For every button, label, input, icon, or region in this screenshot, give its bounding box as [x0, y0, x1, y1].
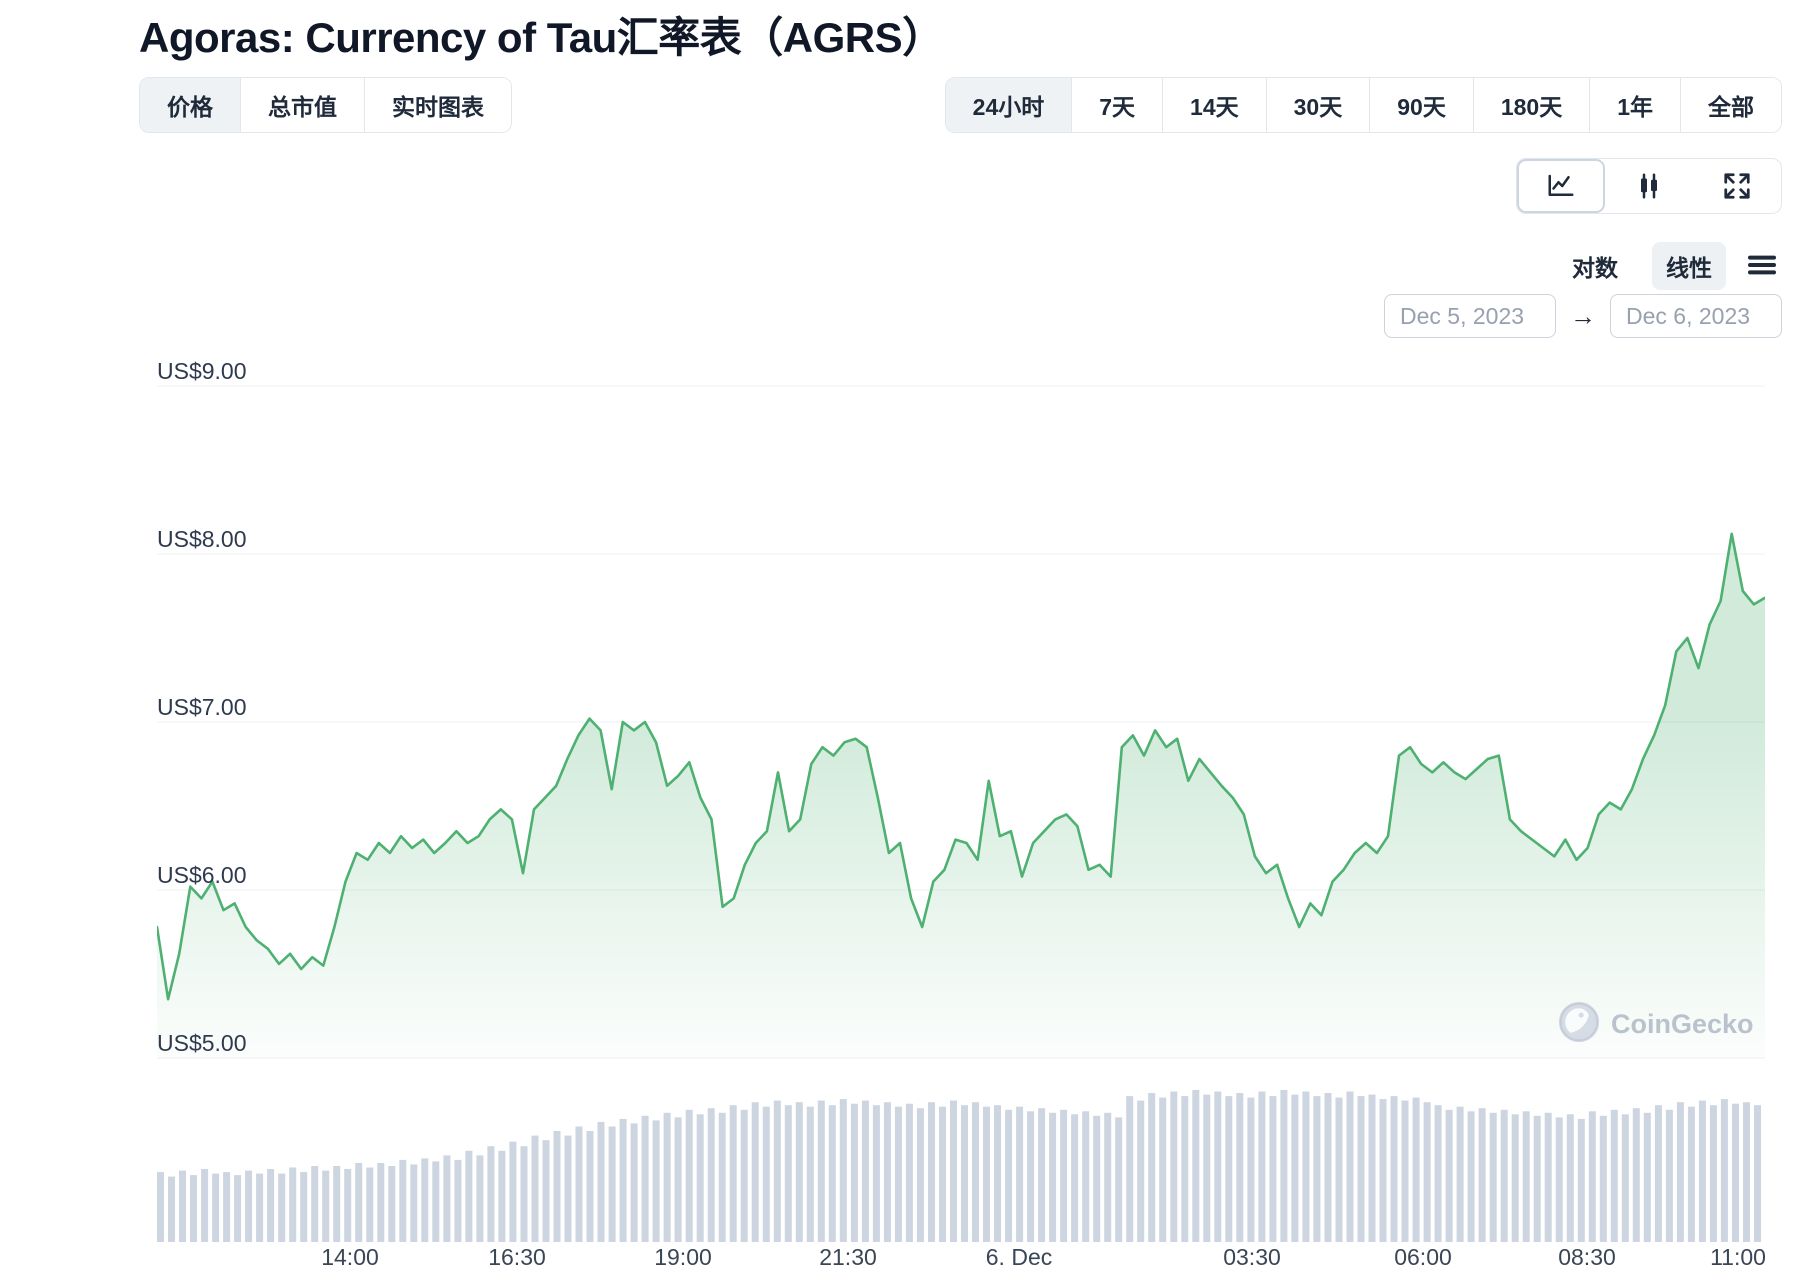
candlestick-button[interactable] [1605, 159, 1693, 213]
x-axis-label: 6. Dec [985, 1244, 1053, 1268]
tab-price[interactable]: 价格 [140, 78, 241, 132]
x-axis-label: 21:30 [819, 1244, 877, 1268]
y-axis-label: US$7.00 [157, 694, 247, 720]
date-range-picker: → [1384, 294, 1782, 338]
tab-range-180d[interactable]: 180天 [1473, 78, 1591, 132]
tab-range-1y[interactable]: 1年 [1590, 78, 1681, 132]
scale-toolbar: 对数 线性 [1558, 242, 1778, 290]
fullscreen-button[interactable] [1693, 159, 1781, 213]
fullscreen-icon [1722, 171, 1752, 201]
arrow-right-icon: → [1570, 300, 1596, 331]
y-axis-label: US$8.00 [157, 526, 247, 552]
controls-row: 价格 总市值 实时图表 24小时 7天 14天 30天 90天 180天 1年 … [139, 77, 1782, 133]
price-chart-canvas[interactable] [157, 370, 1765, 1250]
page-title: Agoras: Currency of Tau汇率表（AGRS） [139, 14, 944, 61]
coingecko-watermark: CoinGecko [1557, 1000, 1754, 1049]
y-axis-label: US$9.00 [157, 358, 247, 384]
candlestick-icon [1634, 171, 1664, 201]
tab-range-14d[interactable]: 14天 [1163, 78, 1267, 132]
chart-type-toolbar [1516, 158, 1782, 214]
chart-menu-button[interactable] [1746, 249, 1778, 284]
x-axis-label: 03:30 [1223, 1244, 1281, 1268]
y-axis-label: US$6.00 [157, 862, 247, 888]
date-from-input[interactable] [1384, 294, 1556, 338]
log-scale-button[interactable]: 对数 [1572, 255, 1618, 281]
x-axis-label: 06:00 [1394, 1244, 1452, 1268]
tab-range-90d[interactable]: 90天 [1370, 78, 1474, 132]
tab-range-max[interactable]: 全部 [1681, 78, 1781, 132]
tab-range-24h[interactable]: 24小时 [945, 78, 1073, 132]
tab-market-cap[interactable]: 总市值 [241, 78, 365, 132]
tab-tradingview[interactable]: 实时图表 [365, 78, 511, 132]
metric-tabs: 价格 总市值 实时图表 [139, 77, 512, 133]
x-axis-label: 19:00 [654, 1244, 712, 1268]
tab-range-30d[interactable]: 30天 [1266, 78, 1371, 132]
tab-range-7d[interactable]: 7天 [1072, 78, 1164, 132]
price-chart[interactable]: US$9.00 US$8.00 US$7.00 US$6.00 US$5.00 … [0, 358, 1804, 1268]
hamburger-menu-icon [1746, 249, 1778, 284]
coingecko-logo-icon [1557, 1000, 1601, 1049]
x-axis-label: 11:00 [1710, 1244, 1766, 1268]
range-tabs: 24小时 7天 14天 30天 90天 180天 1年 全部 [944, 77, 1782, 133]
linear-scale-button[interactable]: 线性 [1652, 242, 1726, 290]
y-axis-label: US$5.00 [157, 1030, 247, 1056]
x-axis-label: 08:30 [1558, 1244, 1616, 1268]
date-to-input[interactable] [1610, 294, 1782, 338]
x-axis-label: 16:30 [488, 1244, 546, 1268]
x-axis-label: 14:00 [321, 1244, 379, 1268]
line-chart-button[interactable] [1517, 159, 1605, 213]
watermark-label: CoinGecko [1611, 1009, 1754, 1039]
line-chart-icon [1546, 171, 1576, 201]
